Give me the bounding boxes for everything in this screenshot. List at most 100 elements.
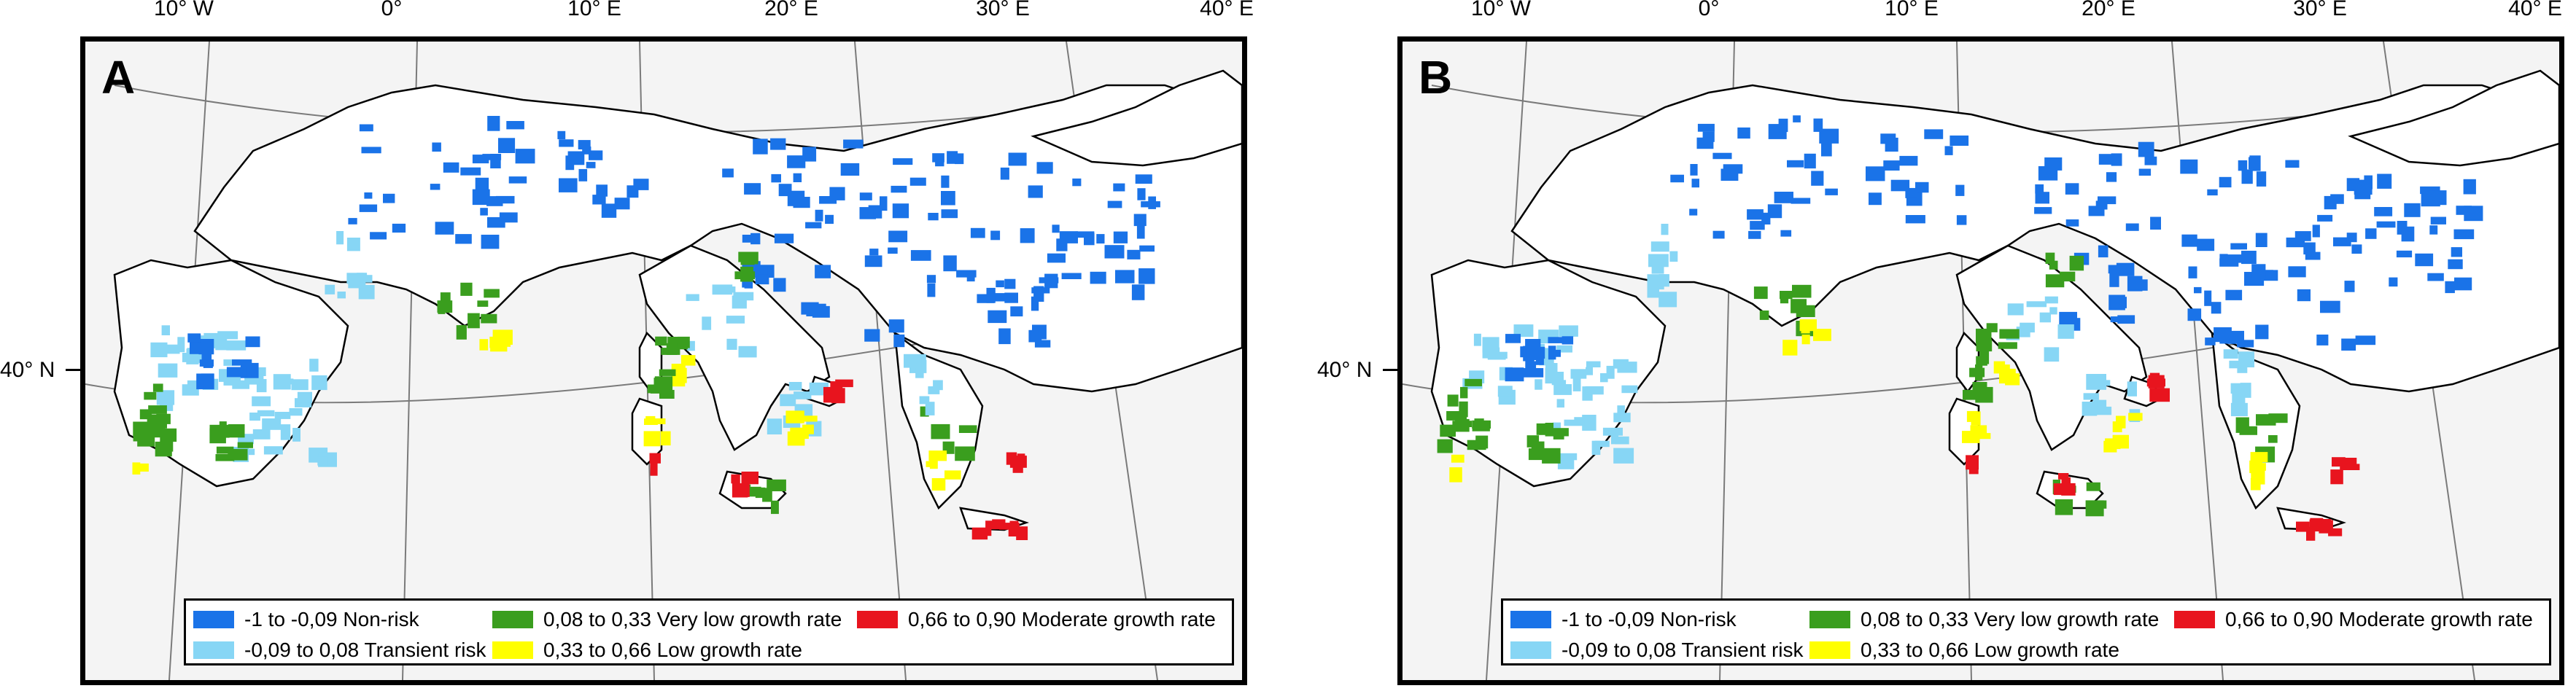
longitude-label: 30° E bbox=[976, 0, 1030, 20]
risk-cell bbox=[1712, 230, 1725, 239]
risk-cell bbox=[477, 300, 489, 307]
risk-cell bbox=[1447, 394, 1459, 407]
risk-cell bbox=[2320, 300, 2340, 313]
land-outline bbox=[113, 69, 1242, 531]
risk-cell bbox=[586, 162, 596, 168]
risk-cell bbox=[309, 359, 319, 372]
risk-cell bbox=[1969, 367, 1985, 378]
risk-cell bbox=[2454, 277, 2472, 291]
risk-cell bbox=[1968, 460, 1979, 475]
risk-cell bbox=[1651, 259, 1664, 274]
risk-cell bbox=[2255, 324, 2269, 340]
risk-cell bbox=[161, 325, 170, 335]
risk-cell bbox=[495, 195, 515, 204]
risk-cell bbox=[2451, 247, 2462, 257]
risk-cell bbox=[771, 500, 779, 515]
risk-cell bbox=[2038, 166, 2058, 181]
risk-cell bbox=[794, 391, 812, 399]
risk-cell bbox=[1072, 178, 1082, 187]
risk-cell bbox=[1535, 379, 1543, 390]
risk-cell bbox=[392, 223, 406, 233]
risk-cell bbox=[1047, 253, 1066, 263]
risk-cell bbox=[1712, 152, 1732, 160]
risk-cell bbox=[722, 168, 734, 178]
risk-cell bbox=[1594, 440, 1610, 448]
risk-cell bbox=[1135, 174, 1152, 184]
risk-cell bbox=[144, 391, 157, 400]
longitude-label: 0° bbox=[1698, 0, 1720, 20]
risk-cell bbox=[2035, 184, 2044, 194]
risk-cell bbox=[487, 216, 505, 228]
risk-cell bbox=[515, 149, 535, 164]
risk-cell bbox=[650, 460, 658, 476]
risk-cell bbox=[1970, 433, 1991, 440]
risk-cell bbox=[1523, 368, 1544, 378]
risk-cell bbox=[2039, 312, 2051, 323]
risk-cell bbox=[805, 222, 822, 229]
risk-cell bbox=[2138, 168, 2152, 176]
risk-cell bbox=[754, 266, 768, 276]
risk-cell bbox=[1905, 215, 1925, 224]
risk-cell bbox=[1009, 520, 1019, 534]
risk-cell bbox=[289, 408, 303, 416]
risk-cell bbox=[767, 479, 786, 491]
risk-cell bbox=[1564, 419, 1585, 426]
risk-cell bbox=[217, 331, 238, 340]
risk-cell bbox=[263, 446, 283, 455]
risk-cell bbox=[455, 234, 472, 244]
risk-cell bbox=[2034, 207, 2052, 214]
legend-label: 0,66 to 0,90 Moderate growth rate bbox=[2225, 608, 2533, 631]
risk-cell bbox=[2241, 169, 2253, 184]
risk-cell bbox=[823, 386, 833, 403]
risk-cell bbox=[1791, 198, 1811, 204]
risk-cell bbox=[257, 410, 275, 417]
risk-cell bbox=[152, 383, 163, 392]
risk-cell bbox=[2148, 375, 2165, 389]
risk-cell bbox=[1004, 278, 1016, 289]
risk-cell bbox=[1553, 349, 1561, 357]
risk-cell bbox=[1617, 405, 1625, 418]
legend-swatch bbox=[1809, 611, 1850, 628]
risk-cell bbox=[626, 185, 639, 198]
risk-cell bbox=[435, 222, 454, 235]
risk-cell bbox=[430, 184, 441, 190]
risk-cell bbox=[702, 316, 712, 330]
risk-cell bbox=[2230, 383, 2247, 394]
risk-cell bbox=[1774, 192, 1793, 203]
risk-cell bbox=[2059, 271, 2076, 282]
risk-cell bbox=[891, 185, 907, 193]
risk-cell bbox=[653, 378, 668, 386]
risk-cell bbox=[2317, 214, 2333, 222]
risk-cell bbox=[160, 440, 174, 452]
risk-cell bbox=[2305, 251, 2321, 260]
panel-b: 10° W 0° 10° E 20° E 30° E 40° E 40° N B… bbox=[1317, 0, 2572, 691]
legend-item-transient-risk: -0,09 to 0,08 Transient risk bbox=[193, 639, 486, 662]
risk-cell bbox=[1606, 365, 1615, 379]
risk-cell bbox=[2268, 413, 2288, 423]
map-canvas bbox=[85, 42, 1242, 680]
risk-cell bbox=[2188, 266, 2197, 278]
risk-cell bbox=[133, 434, 145, 442]
risk-cell bbox=[2128, 413, 2143, 421]
risk-cell bbox=[1036, 162, 1053, 174]
risk-cell bbox=[1028, 185, 1043, 198]
risk-cell bbox=[812, 305, 830, 318]
risk-cell bbox=[2235, 417, 2249, 433]
legend-label: -1 to -0,09 Non-risk bbox=[244, 608, 419, 631]
risk-cell bbox=[1090, 271, 1106, 284]
risk-cell bbox=[1137, 188, 1146, 200]
risk-cell bbox=[132, 462, 141, 475]
risk-cell bbox=[2085, 500, 2104, 517]
legend-swatch bbox=[1809, 641, 1850, 659]
risk-cell bbox=[592, 195, 606, 205]
risk-cell bbox=[1505, 367, 1524, 382]
risk-cell bbox=[256, 379, 267, 393]
risk-cell bbox=[232, 359, 252, 366]
risk-cell bbox=[825, 214, 834, 225]
risk-cell bbox=[2049, 260, 2058, 270]
risk-cell bbox=[2355, 335, 2376, 346]
risk-cell bbox=[2463, 179, 2476, 195]
risk-cell bbox=[348, 281, 365, 289]
risk-cell bbox=[2365, 228, 2377, 239]
risk-cell bbox=[460, 167, 481, 176]
